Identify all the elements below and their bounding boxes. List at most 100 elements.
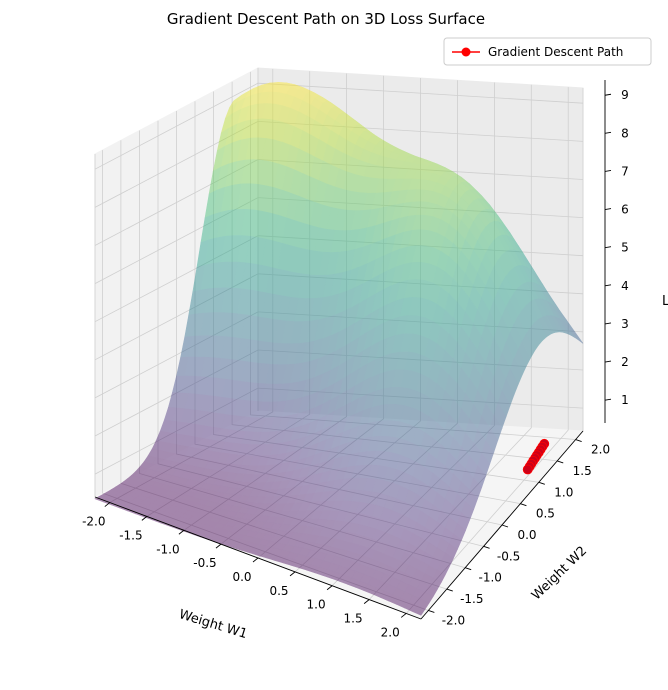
surface-cell [192, 448, 206, 460]
surface-cell [196, 474, 210, 484]
surface-cell [204, 439, 218, 452]
surface-cell [505, 298, 519, 325]
surface-cell [334, 466, 348, 481]
surface-cell [334, 548, 349, 559]
surface-cell [371, 222, 385, 245]
surface-cell [521, 256, 535, 277]
surface-cell [286, 296, 299, 322]
surface-cell [485, 388, 499, 417]
surface-cell [245, 416, 259, 433]
surface-cell [501, 227, 515, 247]
surface-cell [261, 238, 275, 268]
z-tick-label: 6 [621, 203, 629, 217]
surface-cell [167, 513, 182, 521]
surface-cell [424, 167, 438, 183]
surface-cell [444, 333, 458, 360]
surface-cell [330, 571, 345, 582]
surface-cell [416, 560, 430, 575]
surface-cell [554, 306, 568, 325]
x-tick-mark [326, 585, 333, 591]
surface-cell [338, 307, 352, 333]
surface-cell [326, 510, 340, 521]
surface-cell [432, 303, 446, 328]
surface-cell [106, 496, 121, 503]
surface-cell [379, 507, 393, 523]
surface-cell [461, 468, 474, 491]
surface-cell [224, 499, 239, 507]
surface-cell [290, 559, 304, 569]
x-tick-mark [400, 613, 407, 618]
surface-cell [249, 514, 263, 522]
surface-cell [273, 529, 288, 538]
surface-cell [106, 489, 121, 496]
surface-cell [415, 180, 430, 200]
surface-cell [444, 170, 458, 177]
surface-cell [411, 214, 425, 231]
surface-cell [302, 407, 316, 427]
surface-cell [542, 287, 555, 307]
surface-cell [314, 518, 328, 529]
surface-cell [277, 440, 291, 455]
surface-cell [407, 162, 422, 171]
surface-cell [273, 101, 287, 119]
surface-cell [367, 558, 381, 571]
surface-cell [269, 84, 283, 93]
surface-cell [416, 480, 430, 500]
surface-cell [346, 302, 361, 329]
surface-cell [233, 399, 247, 417]
surface-cell [220, 514, 235, 522]
x-tick-mark [104, 502, 111, 507]
surface-cell [387, 217, 401, 239]
grid-line-y [231, 81, 558, 462]
surface-cell [513, 348, 527, 376]
surface-cell [314, 180, 328, 206]
x-tick-label: -1.0 [156, 542, 179, 556]
surface-cell [318, 95, 332, 104]
surface-cell [355, 120, 368, 134]
surface-cell [204, 529, 218, 537]
surface-cell [208, 484, 222, 493]
surface-cell [326, 331, 340, 356]
surface-cell [347, 577, 361, 588]
surface-cell [261, 341, 275, 365]
surface-cell [444, 373, 458, 400]
surface-cell [416, 447, 430, 468]
surface-cell [375, 138, 389, 155]
surface-cell [392, 587, 406, 599]
surface-cell [391, 149, 405, 166]
surface-cell [399, 201, 413, 219]
surface-cell [310, 403, 324, 424]
surface-cell [310, 373, 324, 396]
surface-cell [363, 450, 377, 466]
surface-cell [432, 182, 446, 195]
surface-cell [371, 569, 385, 582]
surface-cell [395, 454, 409, 473]
surface-cell [159, 441, 173, 453]
surface-cell [359, 312, 373, 338]
surface-cell [517, 340, 531, 367]
surface-cell [322, 228, 336, 253]
surface-cell [460, 311, 474, 339]
surface-cell [265, 103, 279, 121]
surface-cell [477, 261, 491, 287]
surface-cell [505, 234, 519, 252]
surface-cell [208, 262, 222, 290]
surface-cell [367, 435, 381, 452]
surface-cell [395, 148, 409, 154]
surface-cell [163, 479, 178, 488]
surface-cell [265, 363, 279, 385]
surface-cell [420, 189, 434, 203]
x-tick-label: 2.0 [381, 626, 400, 640]
surface-cell [196, 410, 210, 427]
surface-cell [289, 84, 304, 91]
surface-cell [460, 193, 474, 212]
surface-cell [420, 551, 434, 566]
surface-cell [245, 482, 259, 491]
surface-cell [318, 490, 332, 503]
surface-cell [290, 169, 303, 197]
surface-cell [314, 414, 328, 434]
surface-cell [273, 319, 287, 344]
surface-cell [456, 220, 470, 241]
surface-cell [371, 355, 385, 378]
surface-cell [493, 402, 507, 429]
